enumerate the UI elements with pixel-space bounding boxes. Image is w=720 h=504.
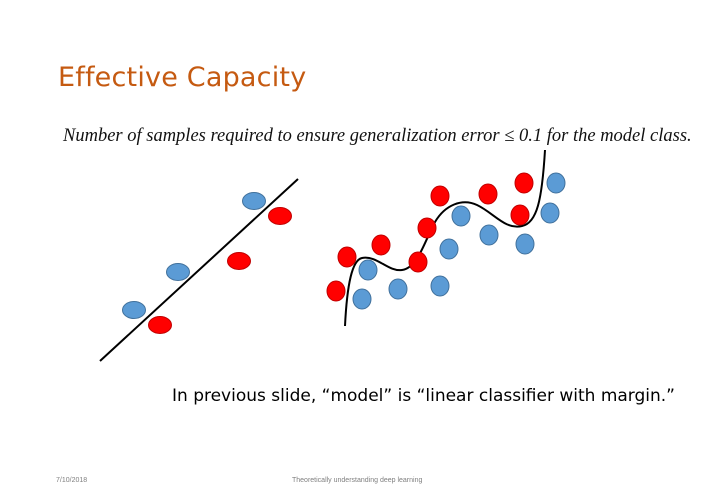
slide-subtitle: Number of samples required to ensure gen… [63, 126, 692, 146]
blue-point [388, 278, 408, 300]
red-point [417, 217, 437, 239]
footer-date: 7/10/2018 [56, 477, 88, 484]
blue-point [242, 192, 266, 210]
red-point [337, 246, 357, 268]
red-point [510, 204, 530, 226]
complex-points [326, 172, 566, 310]
blue-point [515, 233, 535, 255]
blue-point [430, 275, 450, 297]
complex-boundary [344, 149, 546, 327]
blue-point [358, 259, 378, 281]
blue-point [540, 202, 560, 224]
blue-point [122, 301, 146, 319]
red-point [478, 183, 498, 205]
red-point [148, 316, 172, 334]
blue-point [439, 238, 459, 260]
red-point [227, 252, 251, 270]
blue-point [352, 288, 372, 310]
linear-boundary [99, 178, 299, 362]
red-point [408, 251, 428, 273]
linear-points [122, 192, 292, 334]
footer-text: Theoretically understanding deep learnin… [292, 477, 423, 484]
red-point [268, 207, 292, 225]
red-point [371, 234, 391, 256]
slide-caption: In previous slide, “model” is “linear cl… [172, 386, 675, 406]
red-point [430, 185, 450, 207]
red-point [326, 280, 346, 302]
blue-point [479, 224, 499, 246]
slide-title: Effective Capacity [58, 62, 307, 93]
blue-point [546, 172, 566, 194]
blue-point [451, 205, 471, 227]
blue-point [166, 263, 190, 281]
red-point [514, 172, 534, 194]
